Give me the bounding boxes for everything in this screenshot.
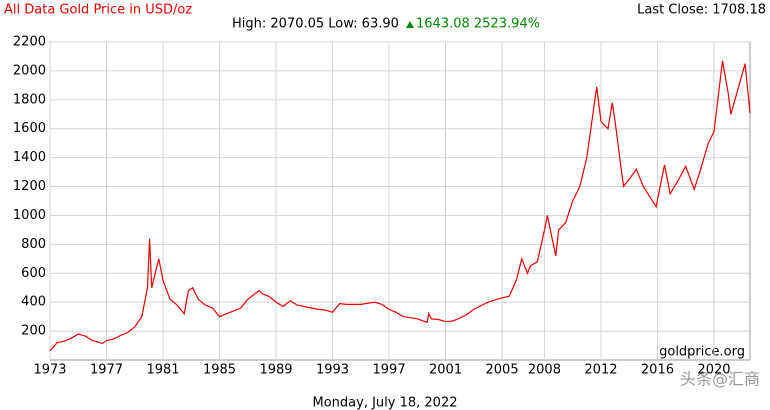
last-close: Last Close: 1708.18 xyxy=(637,3,766,18)
date: Monday, July 18, 2022 xyxy=(313,396,458,410)
x-tick-label: 2016 xyxy=(641,363,674,378)
price-line xyxy=(49,60,751,352)
y-tick-label: 2200 xyxy=(13,35,46,50)
y-tick-label: 800 xyxy=(21,237,46,252)
y-tick-label: 400 xyxy=(21,295,46,310)
x-tick-label: 2012 xyxy=(584,363,617,378)
chart-title: All Data Gold Price in USD/oz xyxy=(4,3,192,18)
x-tick-label: 1985 xyxy=(203,363,236,378)
x-tick-label: 1973 xyxy=(33,363,66,378)
plot-area xyxy=(49,41,751,361)
y-tick-label: 1200 xyxy=(13,179,46,194)
y-tick-label: 1000 xyxy=(13,208,46,223)
y-tick-label: 2000 xyxy=(13,63,46,78)
y-tick-label: 200 xyxy=(21,324,46,339)
x-tick-label: 2001 xyxy=(429,363,462,378)
x-tick-label: 1997 xyxy=(373,363,406,378)
summary: High: 2070.05 Low: 63.90 xyxy=(232,17,399,32)
x-tick-label: 1981 xyxy=(146,363,179,378)
watermark: 头条@汇商 xyxy=(680,370,760,389)
y-tick-label: 1600 xyxy=(13,121,46,136)
y-tick-label: 1400 xyxy=(13,150,46,165)
x-tick-label: 1977 xyxy=(90,363,123,378)
x-tick-label: 2020 xyxy=(697,363,730,378)
x-tick-label: 1993 xyxy=(316,363,349,378)
source: goldprice.org xyxy=(659,345,745,360)
change: 1643.08 2523.94% xyxy=(416,17,540,32)
y-tick-label: 1800 xyxy=(13,92,46,107)
x-tick-label: 1989 xyxy=(259,363,292,378)
y-tick-label: 600 xyxy=(21,266,46,281)
x-tick-label: 2005 xyxy=(486,363,519,378)
up-arrow xyxy=(406,21,414,28)
x-tick-label: 2008 xyxy=(528,363,561,378)
